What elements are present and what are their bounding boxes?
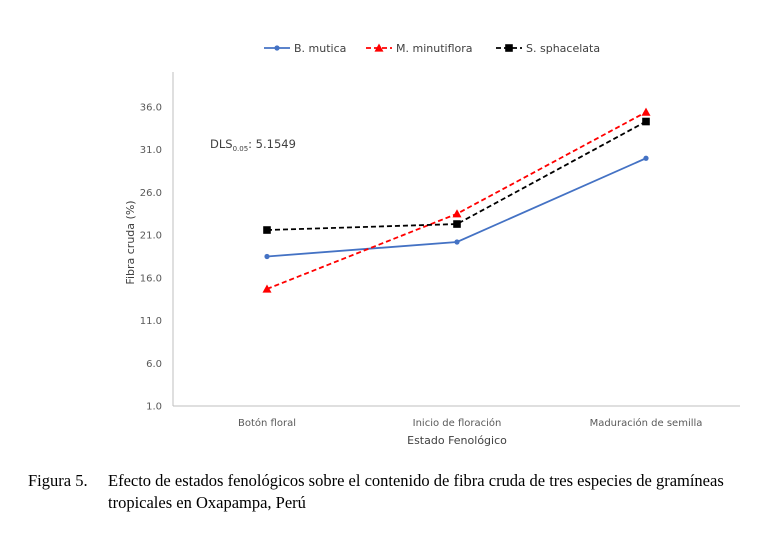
y-tick-label: 26.0 [140,188,162,199]
dls-annotation-value: : 5.1549 [248,137,296,151]
dls-annotation-main: DLS [210,137,233,151]
legend-item: M. minutiflora [366,42,473,55]
y-tick-label: 11.0 [140,316,162,327]
figure-caption-text: Efecto de estados fenológicos sobre el c… [108,471,724,512]
y-tick-label: 1.0 [146,402,162,413]
series-0 [264,155,649,260]
series-1 [262,107,651,293]
data-point [263,226,271,234]
x-axis-title: Estado Fenológico [407,434,507,447]
legend-item: B. mutica [264,42,346,55]
dls-annotation-sub: 0.05 [233,145,249,153]
legend-swatch-marker [505,44,513,52]
series-2 [263,117,650,234]
y-tick-label: 31.0 [140,145,162,156]
series-group [262,107,651,293]
legend-label: B. mutica [294,42,346,55]
series-line [266,111,647,290]
y-tick-label: 21.0 [140,231,162,242]
legend: B. mutica M. minutiflora S. sphacelata [264,42,600,55]
y-axis-ticks: 1.0 6.0 11.0 16.0 21.0 26.0 31.0 36.0 [140,103,162,413]
legend-swatch-marker [274,45,280,51]
x-tick-label: Inicio de floración [413,417,502,429]
data-point [643,155,649,161]
figure-caption: Figura 5. Efecto de estados fenológicos … [28,470,758,514]
legend-item: S. sphacelata [496,42,600,55]
legend-label: M. minutiflora [396,42,473,55]
figure-caption-label: Figura 5. [28,471,88,490]
x-tick-label: Botón floral [238,417,296,429]
y-tick-label: 36.0 [140,103,162,114]
y-axis-title: Fibra cruda (%) [124,200,137,284]
data-point [454,239,460,245]
y-tick-label: 16.0 [140,273,162,284]
legend-swatch-marker [374,43,384,52]
x-tick-label: Maduración de semilla [590,417,703,429]
legend-label: S. sphacelata [526,42,600,55]
dls-annotation: DLS0.05: 5.1549 [210,137,296,153]
data-point [452,209,462,218]
data-point [264,253,270,260]
x-axis-ticks: Botón floral Inicio de floración Maduració… [238,417,702,429]
data-point [453,220,461,228]
data-point [641,107,651,116]
axes [172,72,740,407]
line-chart: B. mutica M. minutiflora S. sphacelata 1.0… [124,42,740,447]
data-point [642,117,650,126]
data-point [262,284,272,293]
y-tick-label: 6.0 [146,359,162,370]
